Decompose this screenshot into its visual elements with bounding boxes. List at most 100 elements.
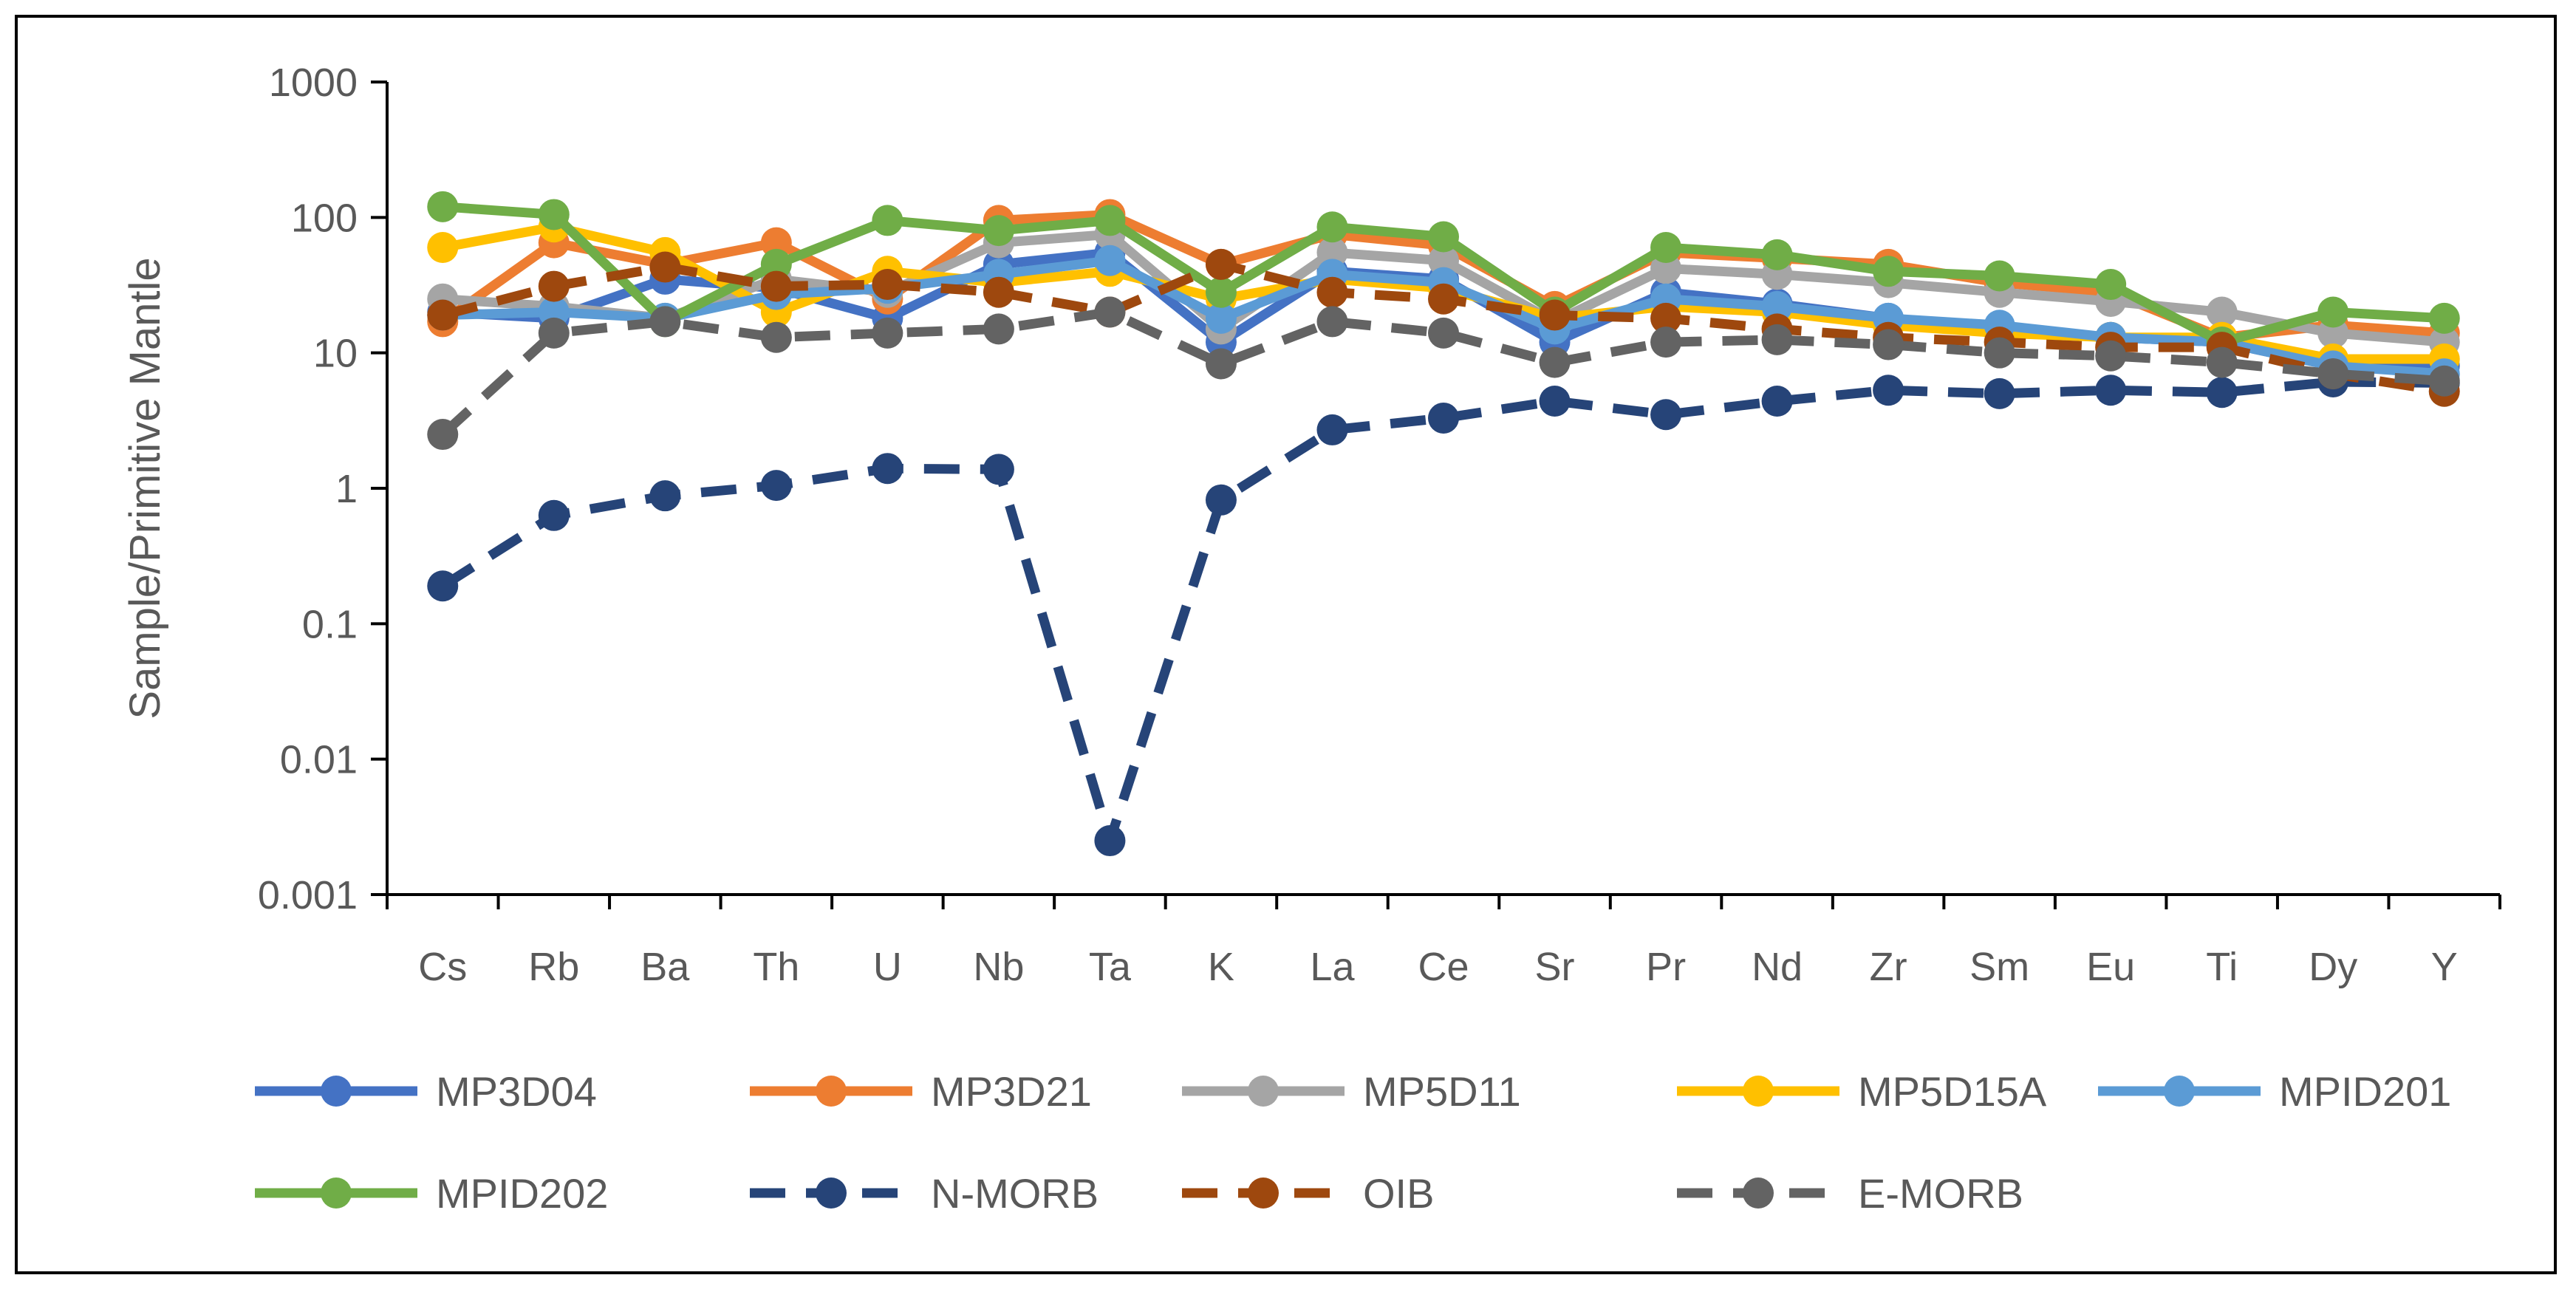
data-point: [760, 227, 792, 259]
x-tick-label: Sm: [1969, 945, 2029, 989]
y-tick-label: 0.1: [302, 602, 358, 646]
data-point: [1761, 324, 1793, 355]
data-point: [983, 215, 1014, 247]
x-tick-label: Nd: [1752, 945, 1803, 989]
x-tick-label: Rb: [528, 945, 579, 989]
legend-swatch-marker: [1743, 1178, 1774, 1209]
x-tick-label: Zr: [1870, 945, 1907, 989]
data-point: [538, 270, 570, 302]
data-point: [1316, 236, 1348, 268]
data-point: [1205, 348, 1237, 380]
data-point: [1539, 299, 1571, 331]
legend-label: MP3D04: [436, 1068, 597, 1115]
legend-entry[interactable]: MP3D04: [255, 1068, 597, 1115]
legend-swatch-marker: [816, 1076, 847, 1107]
data-point: [427, 232, 459, 264]
legend-swatch-marker: [816, 1178, 847, 1209]
legend-entry[interactable]: MPID202: [255, 1170, 608, 1217]
data-point: [2428, 365, 2460, 397]
y-axis-title: Sample/Primitive Mantle: [121, 257, 169, 719]
x-tick-label: Pr: [1646, 945, 1686, 989]
legend-entry[interactable]: MP5D15A: [1677, 1068, 2047, 1115]
data-point: [2095, 375, 2127, 406]
data-point: [1428, 283, 1459, 315]
legend-label: E-MORB: [1858, 1170, 2023, 1217]
data-point: [2206, 346, 2238, 378]
data-point: [760, 470, 792, 502]
x-tick-label: Ta: [1089, 945, 1132, 989]
data-point: [1316, 414, 1348, 445]
data-point: [1316, 306, 1348, 338]
legend-entry[interactable]: E-MORB: [1677, 1170, 2023, 1217]
data-point: [1984, 337, 2015, 369]
legend-swatch-marker: [1743, 1076, 1774, 1107]
data-point: [2206, 296, 2238, 328]
legend-label: N-MORB: [931, 1170, 1099, 1217]
data-point: [1205, 484, 1237, 516]
x-tick-label: Sr: [1535, 945, 1575, 989]
series-mpid202: [427, 191, 2460, 358]
x-tick-label: Cs: [418, 945, 467, 989]
legend-entry[interactable]: OIB: [1182, 1170, 1434, 1217]
legend-swatch-marker: [321, 1178, 352, 1209]
legend-entry[interactable]: MP5D11: [1182, 1068, 1521, 1115]
x-tick-label: Eu: [2086, 945, 2135, 989]
legend-entry[interactable]: N-MORB: [750, 1170, 1099, 1217]
data-point: [1873, 256, 1904, 287]
axes: 0.001 0.01 0.1 1 10 100 1000 Cs Rb Ba Th U Nb Ta K La C…: [258, 61, 2501, 989]
y-tick-label: 10: [313, 332, 358, 376]
x-tick-label: Nb: [973, 945, 1024, 989]
y-tick-label: 0.01: [280, 738, 358, 782]
data-point: [1205, 248, 1237, 280]
x-tick-label: Th: [753, 945, 799, 989]
data-point: [872, 317, 903, 349]
data-point: [1428, 402, 1459, 434]
series-e-morb: [427, 296, 2460, 451]
data-point: [538, 317, 570, 349]
data-point: [1094, 245, 1126, 276]
legend-entry[interactable]: MPID201: [2098, 1068, 2451, 1115]
legend-label: MPID201: [2279, 1068, 2451, 1115]
y-tick-label: 100: [291, 196, 358, 240]
data-point: [1650, 232, 1682, 264]
data-point: [1094, 205, 1126, 236]
legend-label: OIB: [1363, 1170, 1434, 1217]
data-point: [1428, 221, 1459, 253]
data-point: [760, 248, 792, 280]
x-tick-label: Ti: [2206, 945, 2238, 989]
data-point: [1761, 386, 1793, 417]
legend-label: MP5D15A: [1858, 1068, 2047, 1115]
data-point: [983, 454, 1014, 485]
data-point: [1650, 327, 1682, 358]
x-tick-label: Dy: [2309, 945, 2357, 989]
data-point: [538, 499, 570, 531]
data-point: [1094, 825, 1126, 857]
data-point: [2206, 377, 2238, 409]
data-point: [649, 480, 681, 512]
x-tick-label: U: [873, 945, 902, 989]
data-point: [983, 276, 1014, 308]
legend-entry[interactable]: MP3D21: [750, 1068, 1092, 1115]
data-point: [872, 453, 903, 485]
legend-label: MPID202: [436, 1170, 608, 1217]
data-point: [1761, 290, 1793, 322]
series-n-morb: [427, 366, 2460, 857]
data-point: [1873, 329, 1904, 360]
legend-swatch-marker: [1248, 1178, 1279, 1209]
data-point: [1539, 346, 1571, 378]
data-point: [1094, 296, 1126, 328]
data-point: [983, 313, 1014, 345]
legend-swatch-marker: [321, 1076, 352, 1107]
x-tick-label: Ba: [640, 945, 690, 989]
data-point: [1205, 276, 1237, 308]
data-point: [2317, 296, 2349, 328]
data-point: [538, 199, 570, 230]
legend-swatch-marker: [1248, 1076, 1279, 1107]
legend-label: MP3D21: [931, 1068, 1092, 1115]
x-tick-label: Ce: [1418, 945, 1469, 989]
data-point: [2095, 269, 2127, 301]
chart-frame: [15, 15, 2557, 1274]
data-point: [1984, 260, 2015, 292]
data-point: [1650, 399, 1682, 431]
